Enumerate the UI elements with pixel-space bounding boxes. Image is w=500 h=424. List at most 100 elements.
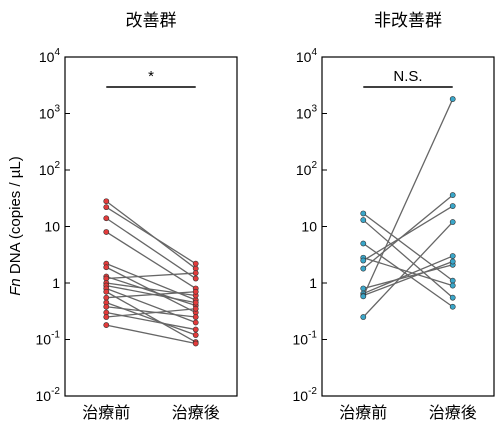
point-pre [103,294,110,301]
point-post [192,260,199,267]
point-pre [103,198,110,205]
x-category-label: 治療後 [172,403,220,422]
point-pre [103,322,110,328]
pair-line [106,275,196,307]
pair-line [106,306,196,318]
y-tick-label: 10-2 [36,386,61,404]
point-post [449,253,456,259]
pair-line [363,255,453,295]
y-tick-label: 104 [296,47,318,65]
x-category-label: 治療後 [429,403,477,422]
x-category-label: 治療前 [339,403,387,422]
pair-line [362,212,454,282]
y-tick-base: 10 [293,388,309,404]
y-tick-label: 1 [309,275,317,291]
point-pre [360,285,367,292]
point-post [449,277,456,284]
significance-label: N.S. [393,68,422,85]
y-tick-base: 10 [36,388,52,404]
point-pre [103,288,110,295]
point-pre [103,204,110,211]
point-post [192,314,199,320]
y-tick-base: 10 [293,332,309,348]
y-tick-base: 10 [44,219,60,235]
y-tick-label: 103 [39,104,61,122]
y-tick-label: 10 [44,219,60,235]
point-pre [360,240,367,247]
pair-line [105,231,197,290]
point-post [449,294,456,301]
y-tick-base: 10 [39,106,55,122]
pair-line [362,219,454,299]
point-pre [360,293,367,300]
y-tick-label: 102 [296,160,318,178]
y-tick-exponent: -2 [308,386,317,397]
pair-line [362,194,454,270]
point-post [192,299,199,306]
point-pre [103,215,110,222]
pair-line [363,264,453,290]
point-pre [103,303,110,310]
y-tick-base: 10 [36,332,52,348]
y-tick-base: 10 [296,162,312,178]
y-tick-exponent: 2 [54,160,60,171]
point-post [192,305,199,312]
pair-line [362,221,454,318]
chart-title: 改善群 [126,11,177,31]
y-tick-base: 10 [301,219,317,235]
y-tick-exponent: 2 [311,160,317,171]
chart-title: 非改善群 [374,11,442,31]
point-pre [360,257,367,264]
pair-line [362,205,454,262]
y-tick-label: 104 [39,47,61,65]
point-pre [103,264,110,271]
x-category-label: 治療前 [82,403,130,422]
y-tick-exponent: 3 [54,104,60,115]
y-axis-label-rest: DNA (copies / µL) [7,156,24,278]
pair-line [105,217,197,280]
pair-line [106,301,196,336]
pair-line [106,282,196,297]
pair-line [106,272,196,280]
y-tick-base: 10 [39,162,55,178]
y-tick-base: 10 [296,106,312,122]
y-tick-label: 10-1 [293,330,318,348]
pair-line [106,308,196,318]
point-pre [103,314,110,320]
point-post [192,288,199,295]
point-pre [360,217,367,223]
y-tick-exponent: -1 [308,330,317,341]
plot-frame [64,56,238,397]
y-tick-label: 10-2 [293,386,318,404]
significance-label: * [148,68,154,85]
y-tick-base: 10 [39,49,55,65]
plot-frame [321,56,495,397]
pair-line [105,206,197,265]
point-post [192,275,199,282]
y-tick-exponent: -2 [51,386,60,397]
point-post [449,258,456,265]
point-post [449,96,456,102]
y-tick-exponent: 3 [311,104,317,115]
point-post [449,303,456,310]
y-tick-label: 10-1 [36,330,61,348]
y-tick-exponent: 4 [311,47,317,58]
point-post [449,282,456,289]
point-post [192,326,199,333]
y-tick-exponent: 4 [54,47,60,58]
y-tick-base: 10 [296,49,312,65]
point-pre [103,229,110,235]
pair-line [106,291,196,299]
y-tick-label: 102 [39,160,61,178]
y-tick-base: 1 [309,275,317,291]
pair-line [363,260,453,297]
point-post [192,332,199,338]
y-tick-label: 1 [52,275,60,291]
point-post [449,192,456,198]
point-post [449,219,456,225]
point-pre [360,314,367,320]
pair-line [106,287,196,324]
y-axis-label: Fn DNA (copies / µL) [7,156,24,296]
